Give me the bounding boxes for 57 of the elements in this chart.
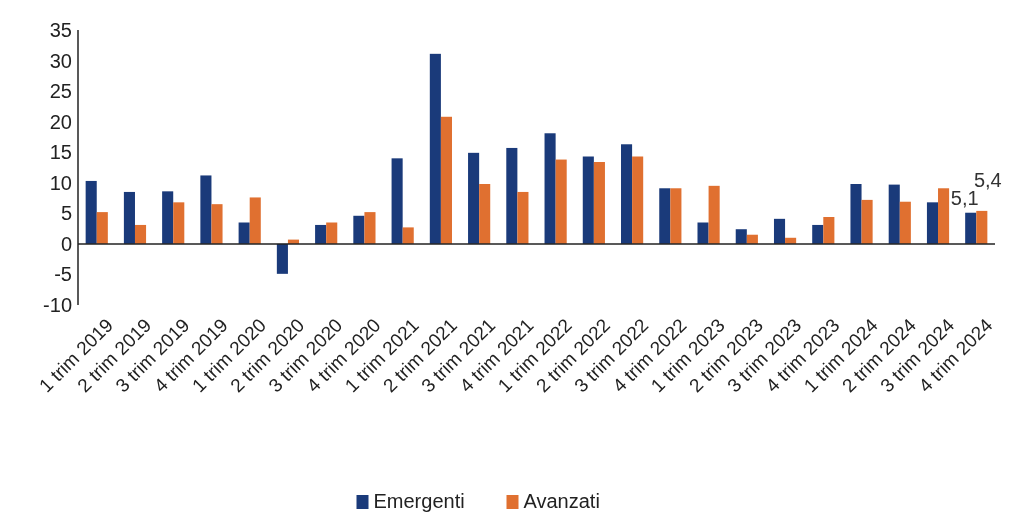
bar (353, 215, 365, 244)
y-tick-label: 10 (49, 171, 72, 194)
bar (544, 133, 556, 244)
bar (506, 147, 518, 244)
bar (391, 158, 403, 244)
bar (965, 212, 977, 244)
bar (162, 191, 174, 244)
bar (938, 188, 950, 244)
y-tick-label: 20 (49, 110, 72, 133)
bar (173, 202, 185, 244)
bar (85, 180, 97, 244)
bar (440, 116, 452, 244)
bar (555, 159, 567, 244)
bar (134, 224, 147, 244)
y-tick-label: 5 (60, 202, 72, 225)
bar (659, 188, 671, 244)
bar (123, 191, 135, 244)
bar (888, 184, 900, 244)
bar (621, 144, 633, 244)
bar (926, 202, 939, 244)
bar (315, 224, 327, 244)
bar (468, 152, 480, 244)
bar (402, 227, 414, 244)
bar (670, 188, 682, 244)
bar (697, 222, 709, 244)
bar (582, 156, 594, 244)
y-tick-label: 25 (49, 80, 72, 103)
bar (976, 210, 988, 244)
y-tick-label: 35 (49, 19, 72, 41)
y-tick-label: -10 (43, 294, 72, 316)
bar (861, 199, 873, 244)
bar (429, 53, 441, 244)
y-tick-label: 0 (60, 232, 72, 255)
bar (850, 184, 862, 244)
bar (632, 156, 644, 244)
y-tick-label: 30 (49, 49, 72, 72)
bar (708, 185, 720, 244)
bar (96, 212, 108, 244)
bar (249, 197, 261, 244)
legend-label: Emergenti (373, 490, 465, 512)
bar (479, 184, 491, 244)
bar (276, 243, 288, 274)
bar (735, 229, 747, 244)
bar (812, 224, 824, 244)
y-tick-label: 15 (49, 141, 72, 164)
bar (364, 212, 376, 244)
bar (823, 217, 835, 244)
bar (593, 162, 605, 244)
bar (517, 191, 529, 244)
bar (238, 222, 250, 244)
bar (211, 204, 223, 244)
bar (200, 175, 212, 244)
bar (326, 222, 338, 244)
bar (899, 201, 911, 244)
bar (773, 218, 786, 244)
legend-label: Avanzati (523, 490, 600, 512)
y-tick-label: -5 (54, 263, 72, 286)
